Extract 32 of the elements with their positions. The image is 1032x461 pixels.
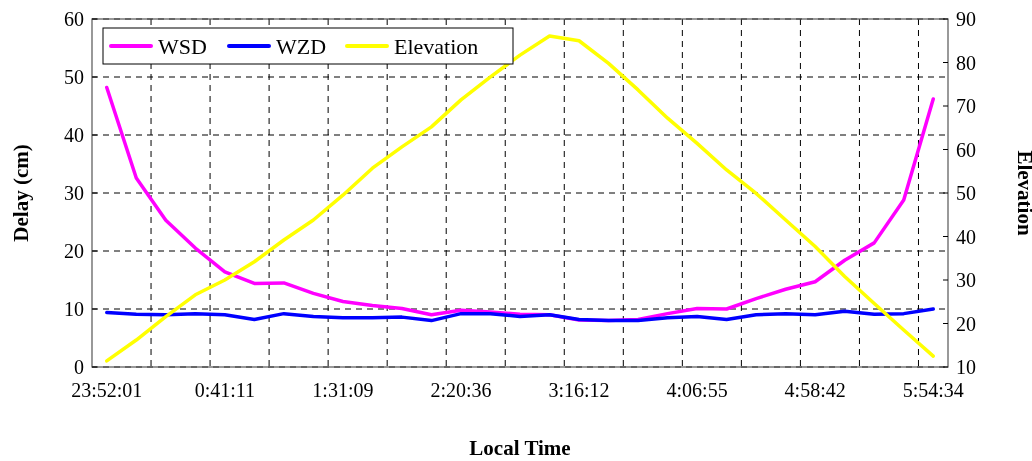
legend-label: WSD bbox=[158, 33, 207, 59]
x-tick-label: 3:16:12 bbox=[548, 379, 610, 401]
line-series bbox=[105, 307, 935, 323]
y2-tick-label: 40 bbox=[956, 225, 976, 248]
y-tick-label: 0 bbox=[74, 356, 84, 378]
y2-tick-label: 70 bbox=[956, 95, 976, 117]
x-axis-title: Local Time bbox=[469, 436, 571, 460]
y2-tick-label: 60 bbox=[956, 138, 976, 161]
y-axis-title: Delay (cm) bbox=[9, 144, 33, 242]
y2-tick-label: 80 bbox=[956, 51, 976, 74]
y-tick-label: 60 bbox=[64, 8, 84, 30]
x-tick-label: 23:52:01 bbox=[71, 379, 143, 401]
x-tick-label: 1:31:09 bbox=[312, 379, 374, 401]
x-tick-label: 4:06:55 bbox=[666, 379, 728, 401]
line-series bbox=[105, 34, 935, 363]
y2-tick-label: 10 bbox=[956, 356, 976, 378]
x-tick-label: 2:20:36 bbox=[430, 379, 492, 401]
legend-label: Elevation bbox=[394, 33, 479, 59]
y2-tick-label: 30 bbox=[956, 269, 976, 291]
y-tick-label: 40 bbox=[64, 124, 84, 146]
y2-tick-label: 20 bbox=[956, 312, 976, 335]
x-tick-label: 5:54:34 bbox=[902, 379, 964, 401]
y2-tick-label: 90 bbox=[956, 8, 976, 30]
y-tick-label: 50 bbox=[64, 66, 84, 88]
y-tick-label: 30 bbox=[64, 182, 84, 204]
x-tick-label: 0:41:11 bbox=[194, 379, 256, 401]
y-tick-label: 20 bbox=[64, 240, 84, 262]
y2-axis-title: Elevation bbox=[1013, 150, 1032, 236]
y-tick-label: 10 bbox=[64, 298, 84, 320]
y2-tick-label: 50 bbox=[956, 182, 976, 204]
x-tick-label: 4:58:42 bbox=[784, 379, 846, 401]
legend-label: WZD bbox=[276, 33, 327, 59]
